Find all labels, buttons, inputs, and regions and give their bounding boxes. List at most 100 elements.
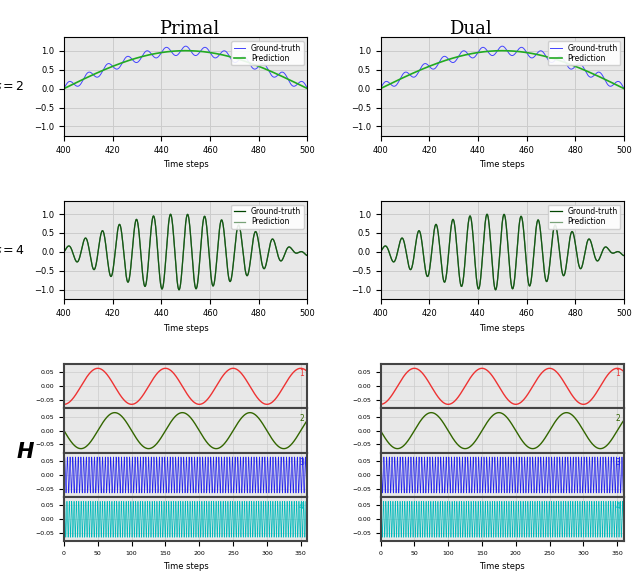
Ground-truth [175, 286, 183, 293]
Text: $\boldsymbol{H}$: $\boldsymbol{H}$ [16, 442, 35, 462]
Prediction [572, 240, 579, 247]
Ground-truth [303, 252, 311, 259]
Ground-truth [401, 69, 409, 75]
Ground-truth [166, 211, 174, 218]
Text: 2: 2 [616, 414, 620, 423]
Prediction [620, 85, 628, 92]
Prediction [377, 248, 385, 255]
Prediction [159, 285, 166, 292]
Text: 3: 3 [299, 458, 304, 467]
Ground-truth [250, 66, 258, 73]
Line: Ground-truth: Ground-truth [381, 46, 624, 89]
Ground-truth [475, 285, 483, 292]
Ground-truth [250, 230, 258, 237]
Prediction [401, 73, 409, 80]
Ground-truth [475, 47, 483, 54]
Text: Dual: Dual [449, 20, 492, 38]
Prediction [492, 286, 499, 293]
Ground-truth [499, 43, 506, 50]
Prediction [166, 211, 174, 218]
Ground-truth [567, 230, 575, 237]
Ground-truth [377, 248, 385, 255]
Prediction [484, 213, 492, 220]
Ground-truth [303, 85, 311, 92]
Ground-truth [255, 63, 262, 70]
Line: Prediction: Prediction [64, 51, 307, 89]
Line: Prediction: Prediction [381, 214, 624, 290]
Y-axis label: $s=2$: $s=2$ [0, 80, 24, 93]
Prediction [255, 240, 262, 247]
Prediction [544, 54, 552, 60]
X-axis label: Time steps: Time steps [163, 324, 209, 332]
Prediction [401, 244, 409, 251]
Prediction [475, 285, 483, 292]
Prediction [228, 54, 236, 60]
Ground-truth [60, 85, 68, 92]
Text: Primal: Primal [159, 20, 219, 38]
Prediction [567, 61, 575, 68]
Prediction [303, 252, 311, 259]
Prediction [620, 252, 628, 259]
Prediction [483, 211, 491, 218]
Ground-truth [484, 48, 492, 55]
Ground-truth [572, 240, 579, 247]
Text: 1: 1 [299, 369, 304, 378]
Ground-truth [85, 69, 93, 75]
Prediction [228, 273, 236, 280]
Ground-truth [85, 244, 93, 251]
Text: 2: 2 [299, 414, 304, 423]
Ground-truth [228, 56, 236, 63]
Line: Ground-truth: Ground-truth [64, 214, 307, 290]
Ground-truth [544, 56, 552, 63]
Line: Ground-truth: Ground-truth [64, 46, 307, 89]
Ground-truth [484, 213, 492, 220]
Ground-truth [159, 285, 166, 292]
Prediction [60, 248, 68, 255]
Ground-truth [255, 240, 262, 247]
Prediction [255, 63, 262, 70]
Prediction [60, 85, 68, 92]
Prediction [159, 49, 166, 56]
Prediction [571, 63, 579, 70]
Text: 4: 4 [299, 502, 304, 511]
Ground-truth [620, 85, 628, 92]
Ground-truth [168, 48, 175, 55]
Prediction [85, 244, 93, 251]
Ground-truth [159, 47, 166, 54]
Y-axis label: $s=4$: $s=4$ [0, 244, 25, 256]
Legend: Ground-truth, Prediction: Ground-truth, Prediction [548, 204, 620, 229]
Prediction [475, 49, 483, 56]
Ground-truth [483, 211, 491, 218]
Prediction [377, 85, 385, 92]
Ground-truth [545, 273, 552, 280]
Line: Ground-truth: Ground-truth [381, 214, 624, 290]
X-axis label: Time steps: Time steps [163, 160, 209, 169]
Prediction [484, 48, 492, 55]
Ground-truth [571, 63, 579, 70]
Legend: Ground-truth, Prediction: Ground-truth, Prediction [231, 204, 303, 229]
Ground-truth [228, 273, 236, 280]
X-axis label: Time steps: Time steps [163, 562, 209, 571]
Prediction [303, 85, 311, 92]
Text: 1: 1 [616, 369, 620, 378]
Ground-truth [567, 66, 575, 73]
Prediction [85, 73, 93, 80]
Legend: Ground-truth, Prediction: Ground-truth, Prediction [231, 41, 303, 65]
Prediction [567, 230, 575, 237]
X-axis label: Time steps: Time steps [479, 562, 525, 571]
Prediction [499, 47, 506, 54]
Prediction [250, 230, 258, 237]
Prediction [182, 47, 189, 54]
Prediction [168, 213, 175, 220]
Ground-truth [492, 286, 499, 293]
Text: 4: 4 [616, 502, 620, 511]
X-axis label: Time steps: Time steps [479, 324, 525, 332]
Prediction [545, 273, 552, 280]
Ground-truth [182, 43, 189, 50]
Ground-truth [60, 248, 68, 255]
Ground-truth [401, 244, 409, 251]
Prediction [175, 286, 183, 293]
Prediction [168, 48, 175, 55]
Prediction [250, 61, 258, 68]
Legend: Ground-truth, Prediction: Ground-truth, Prediction [548, 41, 620, 65]
